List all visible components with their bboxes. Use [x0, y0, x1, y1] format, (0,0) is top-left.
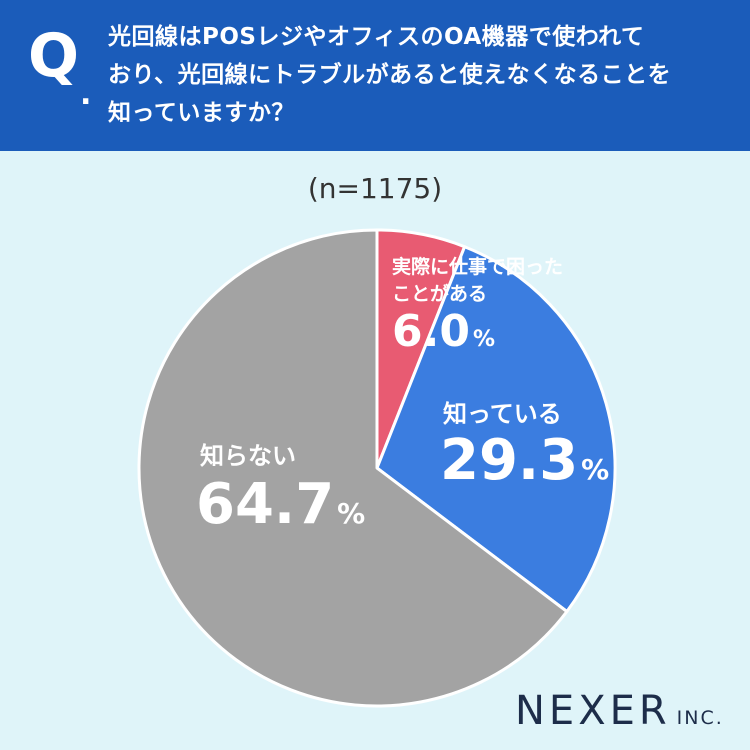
slice-label-know: 知っている	[443, 400, 562, 428]
question-header: Q . 光回線はPOSレジやオフィスのOA機器で使われて おり、光回線にトラブル…	[0, 0, 750, 151]
slice-label-experienced-line-1: 実際に仕事で困った	[392, 256, 564, 278]
question-mark-dot: .	[80, 77, 92, 112]
slice-value-dont-know-number: 64.7	[196, 472, 335, 537]
nexer-logo: NEXER INC.	[515, 688, 724, 734]
question-line-1: 光回線はPOSレジやオフィスのOA機器で使われて	[108, 24, 645, 50]
slice-value-experienced: 6.0%	[392, 306, 495, 357]
pie-slice-dont-know	[137, 228, 569, 708]
slice-value-know-number: 29.3	[440, 428, 579, 493]
question-line-2: おり、光回線にトラブルがあると使えなくなることを	[108, 62, 672, 88]
pie-slice-know	[375, 245, 617, 613]
question-mark: Q	[28, 21, 80, 91]
percent-unit: %	[472, 327, 495, 352]
slice-value-know: 29.3%	[440, 428, 609, 493]
sample-size-label: (n=1175)	[307, 172, 443, 205]
slice-label-experienced: 実際に仕事で困った ことがある	[392, 254, 563, 308]
percent-unit: %	[581, 453, 610, 486]
question-text: 光回線はPOSレジやオフィスのOA機器で使われて おり、光回線にトラブルがあると…	[108, 18, 733, 132]
percent-unit: %	[337, 497, 366, 530]
logo-main: NEXER	[515, 688, 671, 734]
slice-value-dont-know: 64.7%	[196, 472, 365, 537]
slice-value-experienced-number: 6.0	[392, 306, 470, 357]
slice-label-experienced-line-2: ことがある	[392, 283, 488, 305]
logo-sub: INC.	[676, 707, 724, 729]
question-line-3: 知っていますか？	[108, 100, 295, 126]
slice-label-dont-know: 知らない	[200, 442, 296, 470]
